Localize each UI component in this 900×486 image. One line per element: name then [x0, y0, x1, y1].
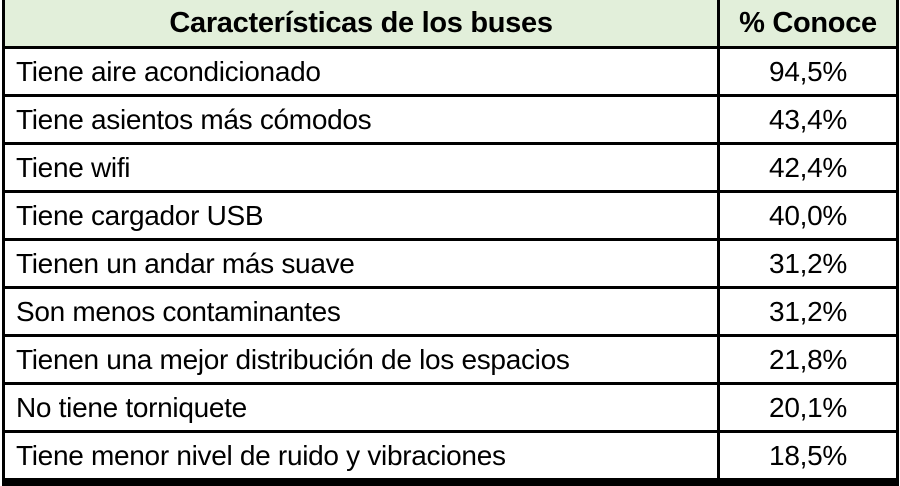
table-row: Tiene cargador USB 40,0% — [2, 190, 899, 241]
feature-cell: Tienen un andar más suave — [2, 238, 720, 289]
table-row: Tiene wifi 42,4% — [2, 142, 899, 193]
feature-cell: Tienen una mejor distribución de los esp… — [2, 334, 720, 385]
feature-cell: Tiene cargador USB — [2, 190, 720, 241]
percent-cell: 31,2% — [717, 286, 899, 337]
header-row: Características de los buses % Conoce — [2, 0, 899, 49]
percent-cell: 31,2% — [717, 238, 899, 289]
table-row: Tienen una mejor distribución de los esp… — [2, 334, 899, 385]
table-row: Tiene asientos más cómodos 43,4% — [2, 94, 899, 145]
percent-cell: 18,5% — [717, 430, 899, 486]
feature-cell: Tiene wifi — [2, 142, 720, 193]
percent-cell: 43,4% — [717, 94, 899, 145]
percent-cell: 21,8% — [717, 334, 899, 385]
col-header-conoce: % Conoce — [717, 0, 899, 49]
feature-cell: Tiene aire acondicionado — [2, 46, 720, 97]
feature-cell: No tiene torniquete — [2, 382, 720, 433]
table-row: Tiene menor nivel de ruido y vibraciones… — [2, 430, 899, 486]
col-header-caracteristicas: Características de los buses — [2, 0, 720, 49]
percent-cell: 42,4% — [717, 142, 899, 193]
feature-cell: Son menos contaminantes — [2, 286, 720, 337]
table-row: Tiene aire acondicionado 94,5% — [2, 46, 899, 97]
table-row: No tiene torniquete 20,1% — [2, 382, 899, 433]
percent-cell: 20,1% — [717, 382, 899, 433]
table-row: Tienen un andar más suave 31,2% — [2, 238, 899, 289]
table-row: Son menos contaminantes 31,2% — [2, 286, 899, 337]
feature-cell: Tiene asientos más cómodos — [2, 94, 720, 145]
feature-cell: Tiene menor nivel de ruido y vibraciones — [2, 430, 720, 486]
percent-cell: 40,0% — [717, 190, 899, 241]
percent-cell: 94,5% — [717, 46, 899, 97]
